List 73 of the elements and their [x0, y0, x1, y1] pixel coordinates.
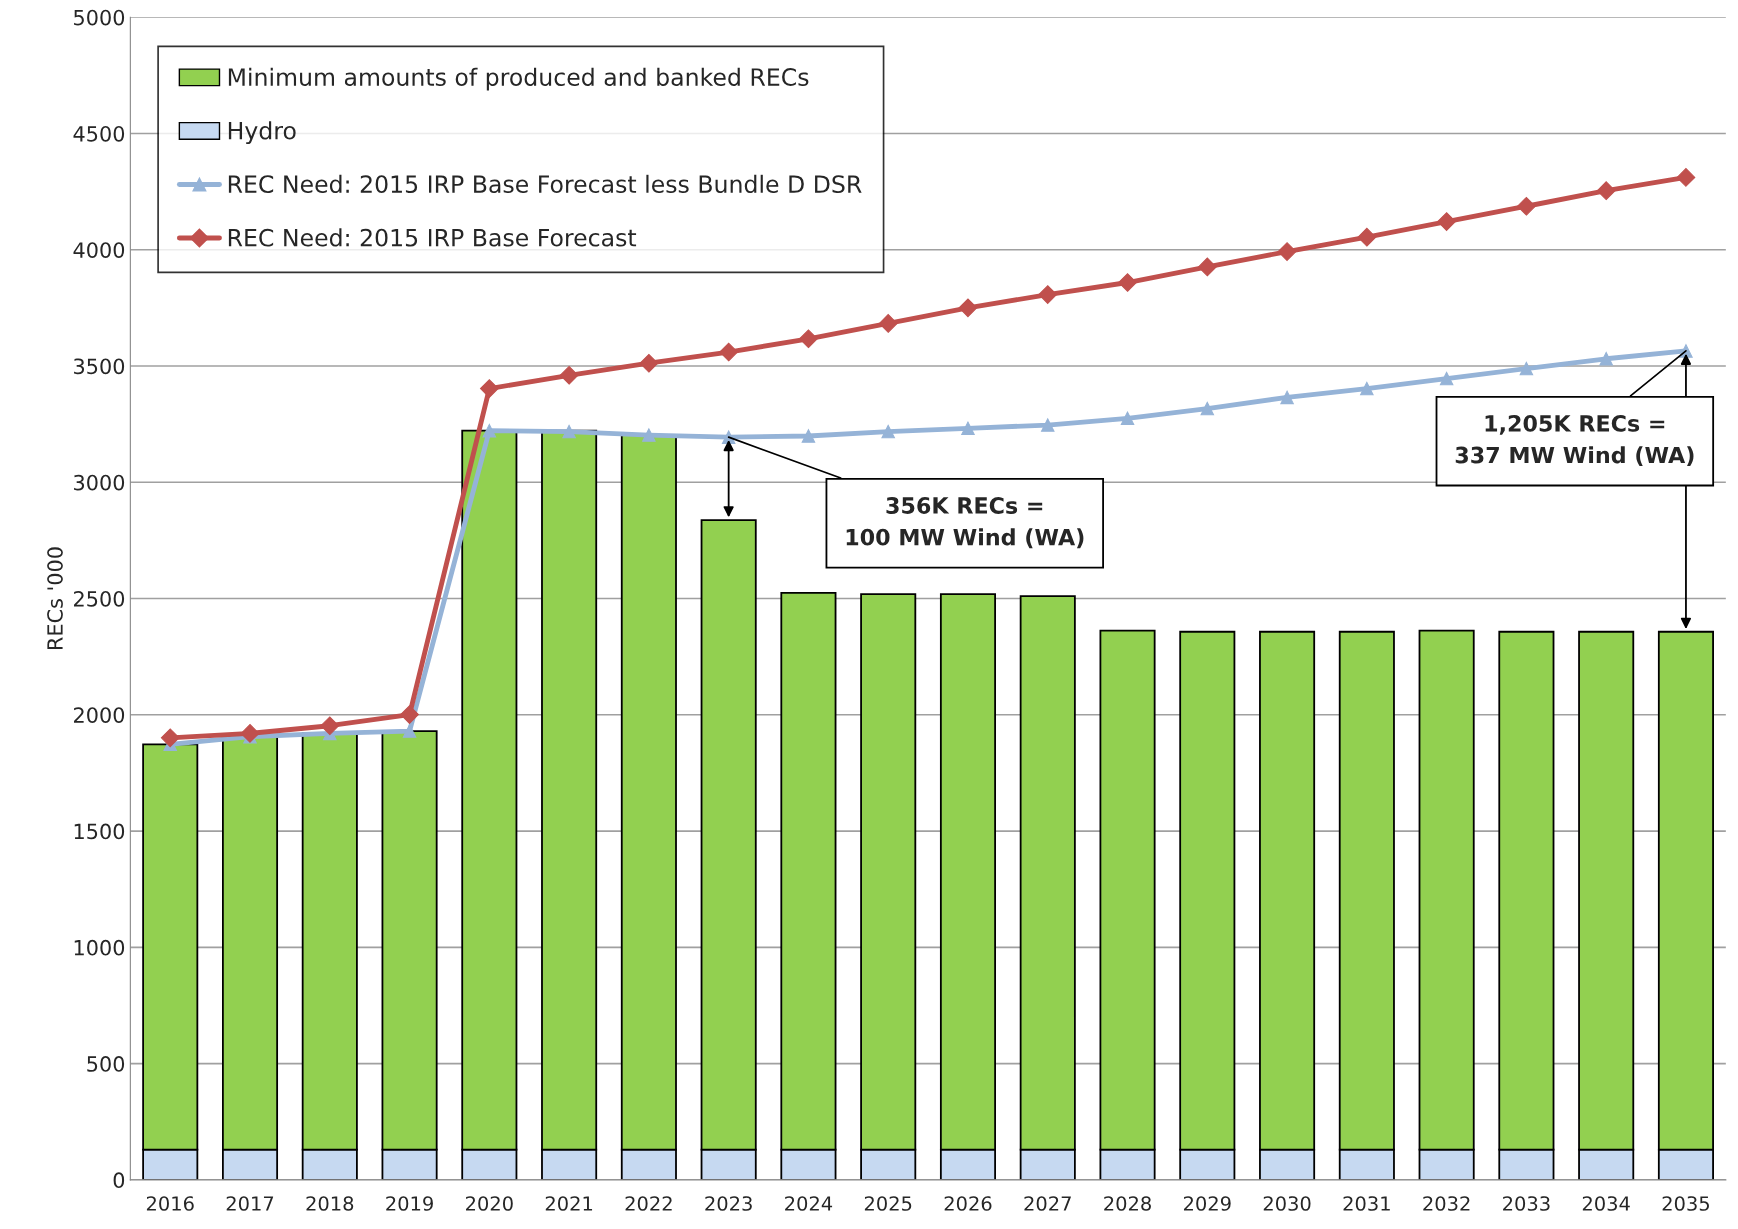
- point: [1277, 242, 1297, 261]
- point: [878, 314, 898, 333]
- x-tick-label: 2023: [705, 1196, 752, 1211]
- x-tick-label: 2034: [1582, 1196, 1630, 1211]
- legend-label: REC Need: 2015 IRP Base Forecast less Bundle D DSR: [228, 174, 862, 194]
- legend-label: REC Need: 2015 IRP Base Forecast: [228, 228, 637, 247]
- point: [1439, 371, 1454, 386]
- y-tick-label: 2500: [73, 590, 125, 607]
- point: [1599, 352, 1613, 366]
- point: [1118, 273, 1137, 292]
- x-tick-label: 2025: [864, 1196, 912, 1211]
- y-tick-label: 5000: [74, 9, 125, 26]
- point: [1200, 401, 1215, 416]
- x-tick-label: 2020: [466, 1196, 513, 1211]
- annotation: 356K RECs = 100 MW Wind (WA): [846, 497, 1084, 549]
- x-tick-label: 2021: [545, 1196, 593, 1211]
- x-tick-label: 2028: [1104, 1196, 1151, 1211]
- point: [639, 353, 659, 373]
- point: [1676, 168, 1696, 187]
- point: [1437, 212, 1456, 231]
- x-tick-label: 2018: [306, 1196, 354, 1211]
- point: [719, 342, 739, 362]
- point: [1517, 196, 1536, 216]
- x-tick-label: 2029: [1183, 1196, 1231, 1211]
- point: [881, 424, 895, 439]
- point: [482, 423, 497, 438]
- x-tick-label: 2032: [1423, 1196, 1470, 1211]
- point: [801, 429, 816, 443]
- point: [240, 724, 260, 743]
- x-tick-label: 2019: [386, 1196, 433, 1211]
- point: [961, 421, 975, 436]
- point: [559, 365, 579, 385]
- annotation: 1,205K RECs = 337 MW Wind (WA): [1455, 414, 1694, 467]
- point: [1038, 285, 1058, 304]
- point: [1040, 418, 1055, 432]
- x-tick-label: 2017: [226, 1196, 274, 1211]
- point: [479, 379, 499, 398]
- point: [400, 705, 419, 724]
- x-tick-label: 2027: [1024, 1196, 1071, 1211]
- y-tick-label: 2000: [73, 707, 125, 723]
- y-tick-label: 3500: [74, 358, 125, 375]
- point: [958, 298, 978, 318]
- point: [320, 716, 340, 736]
- y-tick-label: 1500: [74, 823, 125, 840]
- x-tick-label: 2035: [1662, 1196, 1709, 1211]
- x-tick-label: 2024: [785, 1196, 833, 1211]
- y-tick-label: 4000: [73, 242, 125, 258]
- point: [562, 424, 576, 439]
- point: [1120, 411, 1135, 426]
- x-tick-label: 2026: [944, 1196, 992, 1211]
- point: [1360, 381, 1374, 396]
- point: [1197, 257, 1217, 277]
- y-tick-label: 500: [87, 1056, 125, 1072]
- x-tick-label: 2022: [625, 1196, 672, 1211]
- point: [642, 428, 656, 442]
- point: [1596, 181, 1616, 201]
- y-tick-label: 3000: [74, 474, 125, 491]
- x-tick-label: 2016: [146, 1196, 194, 1211]
- point: [402, 724, 417, 738]
- x-tick-label: 2031: [1343, 1196, 1390, 1211]
- point: [1519, 361, 1534, 376]
- y-tick-label: 4500: [73, 125, 125, 142]
- y-tick-label: 1000: [74, 939, 125, 956]
- point: [160, 728, 180, 748]
- x-tick-label: 2033: [1503, 1196, 1550, 1211]
- point: [1357, 227, 1377, 247]
- legend-label: Minimum amounts of produced and banked RECs: [228, 67, 809, 91]
- point: [1280, 390, 1294, 405]
- y-axis-title: RECs '000: [47, 547, 63, 650]
- legend-label: Hydro: [228, 121, 296, 145]
- x-tick-label: 2030: [1263, 1196, 1311, 1211]
- point: [799, 329, 818, 349]
- y-tick-label: 0: [113, 1172, 125, 1189]
